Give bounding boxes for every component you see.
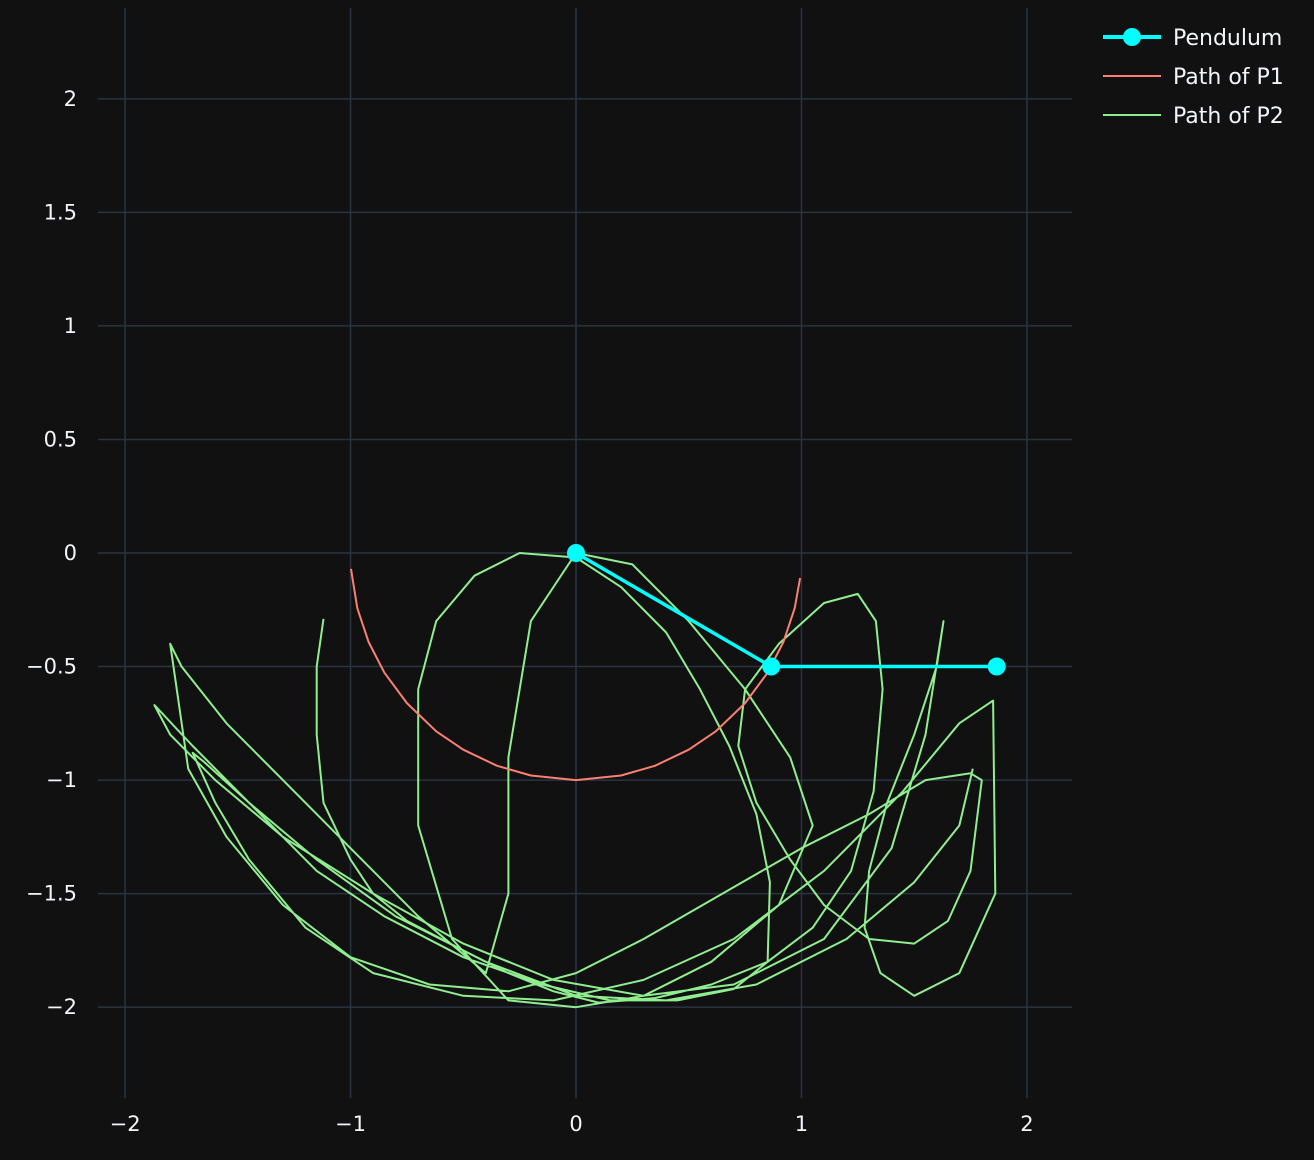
y-tick-label: −0.5	[26, 655, 77, 679]
y-tick-label: 0.5	[44, 427, 77, 451]
x-tick-label: 0	[569, 1112, 582, 1136]
y-tick-label: 2	[64, 87, 77, 111]
x-tick-label: 2	[1020, 1112, 1033, 1136]
legend-item[interactable]: Path of P2	[1103, 104, 1284, 129]
y-tick-label: −2	[46, 995, 77, 1019]
gridlines	[98, 8, 1072, 1098]
legend-item[interactable]: Path of P1	[1103, 65, 1284, 90]
legend[interactable]: Pendulum Path of P1 Path of P2	[1103, 26, 1284, 129]
y-tick-label: −1	[46, 768, 77, 792]
y-tick-label: 0	[64, 541, 77, 565]
y-tick-label: −1.5	[26, 882, 77, 906]
x-tick-label: 1	[795, 1112, 808, 1136]
x-tick-label: −2	[110, 1112, 141, 1136]
legend-label: Path of P1	[1173, 65, 1284, 90]
pendulum-marker	[567, 544, 585, 562]
x-tick-label: −1	[335, 1112, 366, 1136]
x-axis-ticks: −2 −1 0 1 2	[110, 1112, 1034, 1136]
plot-area	[153, 544, 1006, 1009]
pendulum-marker	[762, 657, 781, 676]
legend-marker	[1123, 28, 1141, 46]
legend-label: Path of P2	[1173, 104, 1284, 129]
legend-label: Pendulum	[1173, 26, 1282, 51]
y-tick-label: 1.5	[44, 200, 77, 224]
y-tick-label: 1	[64, 314, 77, 338]
y-axis-ticks: 2 1.5 1 0.5 0 −0.5 −1 −1.5 −2	[26, 87, 77, 1019]
series-line-path-of-p2	[153, 552, 997, 1009]
pendulum-marker	[987, 657, 1006, 676]
legend-item[interactable]: Pendulum	[1103, 26, 1282, 51]
